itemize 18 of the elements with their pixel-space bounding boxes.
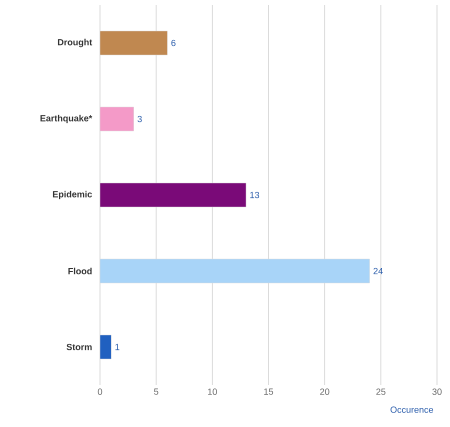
y-tick-label: Drought — [58, 38, 92, 48]
data-label: 1 — [115, 344, 120, 350]
x-tick-label: 0 — [98, 388, 102, 395]
data-label: 24 — [374, 268, 383, 274]
x-tick-label: 15 — [264, 388, 274, 395]
x-tick-label: 10 — [208, 388, 217, 395]
x-tick-label: 20 — [320, 388, 330, 395]
x-tick-label: 30 — [432, 388, 442, 395]
y-tick-label: Earthquake* — [40, 114, 92, 124]
y-tick-label: Storm — [66, 344, 92, 350]
x-tick-label: 25 — [376, 388, 386, 395]
data-label: 3 — [138, 116, 142, 122]
data-label: 6 — [171, 40, 176, 46]
x-tick-label: 5 — [154, 388, 158, 395]
x-axis-title: Occurence — [390, 406, 434, 413]
y-tick-label: Flood — [68, 268, 92, 274]
data-label: 13 — [250, 192, 260, 198]
y-tick-label: Epidemic — [52, 190, 92, 200]
